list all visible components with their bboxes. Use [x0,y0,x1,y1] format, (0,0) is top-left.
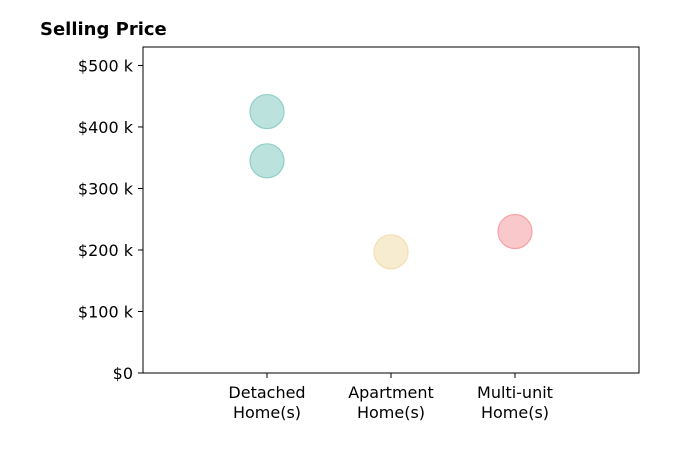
y-tick-label: $200 k [78,241,134,260]
y-tick-label: $500 k [78,56,134,75]
x-tick-label: Apartment Home(s) [348,383,434,422]
y-tick-label: $100 k [78,302,134,321]
y-tick-label: $300 k [78,179,134,198]
y-tick-label: $0 [113,364,133,383]
plot-frame [142,46,640,374]
data-points [249,93,533,270]
y-tick-label: $400 k [78,118,134,137]
data-point [373,234,409,270]
data-point [249,143,285,179]
y-axis-ticks: $0 $100 k $200 k $300 k $400 k $500 k [78,56,143,383]
x-tick-label: Multi-unit Home(s) [477,383,553,422]
data-point [497,213,533,250]
x-axis-ticks: Detached Home(s) Apartment Home(s) Multi-uni… [228,373,553,422]
data-point [249,93,285,130]
chart-title: Selling Price [40,19,167,40]
x-tick-label: Detached Home(s) [228,383,305,422]
